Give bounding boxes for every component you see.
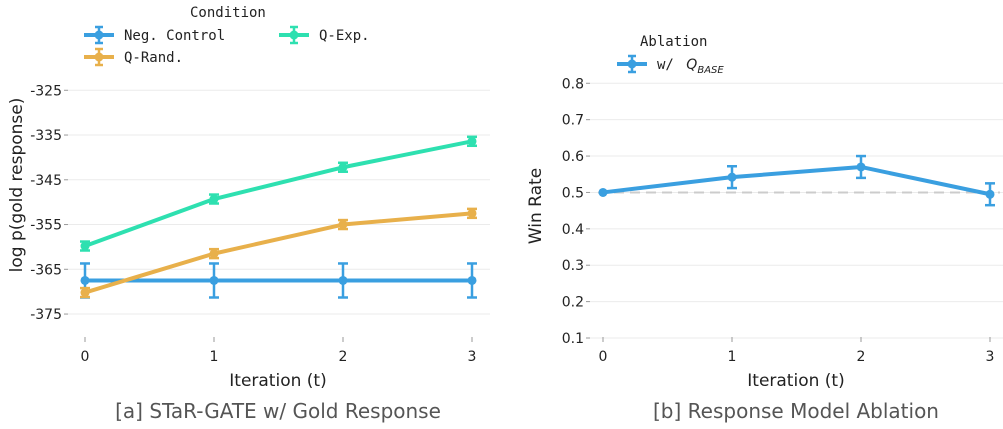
series-line <box>84 139 473 248</box>
series-1 <box>80 207 477 299</box>
data-point <box>80 241 90 251</box>
data-point <box>80 275 90 285</box>
panel-b: 0.1 0.2 0.3 0.4 0.5 0.6 0.7 0.8 0 1 2 3 Iteration … <box>526 34 1003 423</box>
x-tick-label: 2 <box>339 349 348 365</box>
panel-b-x-ticks: 0 1 2 3 <box>599 337 995 365</box>
legend-label: w/ QBASE <box>657 57 724 76</box>
data-point <box>338 275 348 285</box>
panel-b-series <box>598 154 995 207</box>
legend-item: w/ QBASE <box>617 54 724 76</box>
panel-a-y-ticks: -375 -365 -355 -345 -335 -325 <box>30 83 68 323</box>
y-tick-label: 0.4 <box>562 222 584 238</box>
legend-item: Q-Exp. <box>279 25 370 45</box>
data-point <box>338 162 348 172</box>
panel-b-x-axis-title: Iteration (t) <box>747 371 844 391</box>
legend-swatch-point <box>94 52 104 62</box>
legend-swatch-point <box>94 30 104 40</box>
y-tick-label: 0.7 <box>562 113 584 129</box>
data-point <box>856 162 866 172</box>
y-tick-label: -345 <box>30 173 62 189</box>
x-tick-label: 1 <box>210 349 219 365</box>
series-2 <box>80 135 477 252</box>
legend-item: Neg. Control <box>84 25 225 45</box>
y-tick-label: 0.5 <box>562 185 584 201</box>
panel-a-caption: [a] STaR-GATE w/ Gold Response <box>115 399 441 423</box>
panel-a-legend-title: Condition <box>190 5 266 21</box>
panel-a-y-axis-title: log p(gold response) <box>7 98 27 273</box>
panel-b-legend: Ablation w/ QBASE <box>617 34 724 76</box>
data-point <box>209 194 219 204</box>
panel-a: -375 -365 -355 -345 -335 -325 0 1 2 3 Iteration … <box>7 5 490 423</box>
data-point <box>209 249 219 259</box>
panel-a-legend: Condition Neg. Control Q-Exp. Q-Rand. <box>84 5 370 67</box>
y-tick-label: 0.2 <box>562 295 584 311</box>
x-tick-label: 2 <box>857 349 866 365</box>
y-tick-label: -335 <box>30 128 62 144</box>
y-tick-label: -375 <box>30 307 62 323</box>
series-0 <box>598 154 995 207</box>
x-tick-label: 3 <box>986 349 995 365</box>
legend-label: Neg. Control <box>124 28 225 44</box>
panel-a-x-ticks: 0 1 2 3 <box>81 337 477 365</box>
x-tick-label: 1 <box>728 349 737 365</box>
y-tick-label: 0.3 <box>562 258 584 274</box>
x-tick-label: 0 <box>599 349 608 365</box>
data-point <box>209 275 219 285</box>
legend-label-symbol: Q <box>686 57 697 73</box>
y-tick-label: -365 <box>30 262 62 278</box>
data-point <box>80 288 90 298</box>
panel-a-series <box>80 135 477 299</box>
panel-b-caption: [b] Response Model Ablation <box>653 399 939 423</box>
panel-b-y-axis-title: Win Rate <box>526 168 546 244</box>
x-tick-label: 3 <box>468 349 477 365</box>
legend-item: Q-Rand. <box>84 47 183 67</box>
data-point <box>467 208 477 218</box>
legend-label: Q-Exp. <box>319 28 370 44</box>
panel-b-legend-title: Ablation <box>640 34 707 50</box>
panel-b-y-ticks: 0.1 0.2 0.3 0.4 0.5 0.6 0.7 0.8 <box>562 76 590 347</box>
legend-label-subscript: BASE <box>697 65 724 76</box>
y-tick-label: -355 <box>30 218 62 234</box>
data-point <box>467 136 477 146</box>
series-0 <box>80 262 477 299</box>
data-point <box>598 187 608 197</box>
legend-swatch-point <box>627 59 637 69</box>
data-point <box>985 189 995 199</box>
x-tick-label: 0 <box>81 349 90 365</box>
panel-b-grid <box>590 82 1003 339</box>
y-tick-label: -325 <box>30 83 62 99</box>
series-line <box>84 211 473 295</box>
data-point <box>727 172 737 182</box>
series-line <box>602 164 991 197</box>
panel-a-x-axis-title: Iteration (t) <box>229 371 326 391</box>
data-point <box>338 220 348 230</box>
y-tick-label: 0.1 <box>562 331 584 347</box>
legend-label: Q-Rand. <box>124 50 183 66</box>
data-point <box>467 275 477 285</box>
legend-label-prefix: w/ <box>657 57 682 73</box>
y-tick-label: 0.6 <box>562 149 584 165</box>
legend-swatch-point <box>289 30 299 40</box>
y-tick-label: 0.8 <box>562 76 584 92</box>
